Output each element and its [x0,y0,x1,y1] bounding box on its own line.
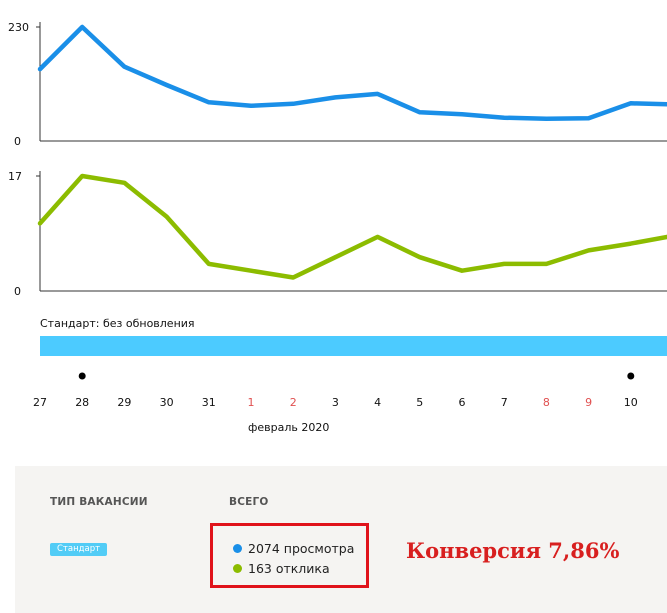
day-label-9: 9 [585,396,592,409]
day-axis: 27 28 29 30 31 1 2 3 4 5 6 7 8 9 10 [33,372,638,409]
responses-count: 163 отклика [248,561,330,576]
charts-area: 230 0 17 0 27 28 29 30 31 1 2 3 4 5 6 7 8 9 10 [8,21,667,409]
views-tick-label-min: 0 [14,135,21,148]
day-label-7: 7 [501,396,508,409]
views-dot-icon [233,544,242,553]
day-label-30: 30 [160,396,174,409]
responses-series-line [37,173,667,280]
vacancy-type-badge: Стандарт [50,543,108,556]
day-marker-10 [627,372,635,380]
views-series-line [37,24,667,121]
column-header-type: ТИП ВАКАНСИИ [50,496,148,508]
conversion-annotation: Конверсия 7,86% [406,538,620,563]
day-label-3: 3 [332,396,339,409]
day-label-6: 6 [459,396,466,409]
responses-tick-label-max: 17 [8,170,22,183]
views-count: 2074 просмотра [248,541,355,556]
plan-label: Стандарт: без обновления [40,317,195,330]
column-header-total: ВСЕГО [229,496,269,508]
day-label-1: 1 [248,396,255,409]
day-marker-28 [78,372,86,380]
day-label-28: 28 [75,396,89,409]
plan-bar [40,336,667,356]
day-label-8: 8 [543,396,550,409]
day-label-27: 27 [33,396,47,409]
day-label-4: 4 [374,396,381,409]
views-chart: 230 0 [8,21,667,148]
day-label-10: 10 [624,396,638,409]
day-label-5: 5 [416,396,423,409]
responses-dot-icon [233,564,242,573]
responses-chart: 17 0 [8,170,667,298]
totals-highlight-box: 2074 просмотра 163 отклика [210,523,369,588]
day-label-31: 31 [202,396,216,409]
day-label-2: 2 [290,396,297,409]
views-tick-label-max: 230 [8,21,29,34]
month-label: февраль 2020 [248,421,330,434]
day-label-29: 29 [117,396,131,409]
responses-tick-label-min: 0 [14,285,21,298]
views-stat: 2074 просмотра [233,541,354,556]
responses-stat: 163 отклика [233,561,330,576]
summary-panel: ТИП ВАКАНСИИ ВСЕГО Стандарт 2074 просмот… [15,466,667,613]
